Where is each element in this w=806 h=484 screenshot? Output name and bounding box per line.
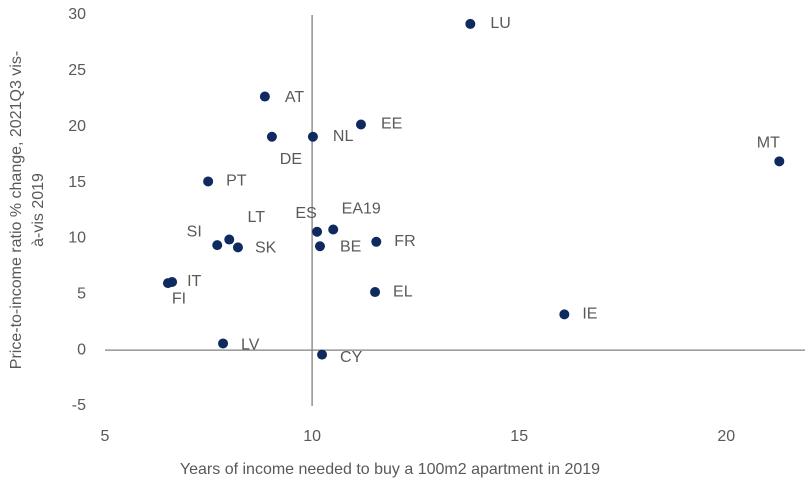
y-tick-label: 15 bbox=[68, 174, 86, 191]
point bbox=[203, 176, 214, 187]
point-label: CY bbox=[340, 349, 363, 366]
point-label: PT bbox=[226, 173, 247, 190]
point bbox=[218, 338, 229, 349]
point bbox=[370, 287, 381, 298]
point-label: LU bbox=[490, 15, 510, 32]
point-label: EE bbox=[381, 116, 402, 133]
point bbox=[774, 156, 785, 167]
y-tick-label: 0 bbox=[77, 341, 86, 358]
point bbox=[328, 224, 339, 235]
point-label: ES bbox=[295, 205, 316, 222]
point bbox=[314, 241, 325, 252]
point bbox=[355, 119, 366, 130]
y-tick-label: 25 bbox=[68, 62, 86, 79]
y-tick-label: -5 bbox=[72, 397, 86, 414]
point-label: DE bbox=[280, 151, 302, 168]
point bbox=[465, 18, 476, 29]
point-label: SK bbox=[255, 240, 277, 257]
point-label: IE bbox=[582, 306, 597, 323]
point bbox=[307, 131, 318, 142]
point-label: FI bbox=[172, 290, 186, 307]
point bbox=[232, 242, 243, 253]
point-label: LT bbox=[248, 209, 266, 226]
point bbox=[212, 240, 223, 251]
x-tick-label: 15 bbox=[510, 428, 528, 445]
point-label: FR bbox=[394, 233, 415, 250]
point bbox=[317, 349, 328, 360]
point bbox=[371, 236, 382, 247]
point-label: NL bbox=[333, 128, 354, 145]
point bbox=[259, 91, 270, 102]
y-tick-label: 10 bbox=[68, 230, 86, 247]
point-label: LV bbox=[241, 337, 260, 354]
x-tick-label: 5 bbox=[101, 428, 110, 445]
point bbox=[266, 131, 277, 142]
x-tick-label: 20 bbox=[717, 428, 735, 445]
point-label: MT bbox=[757, 135, 780, 152]
y-tick-label: 5 bbox=[77, 286, 86, 303]
point-label: EA19 bbox=[342, 201, 381, 218]
point-label: AT bbox=[285, 89, 304, 106]
y-axis-title: Price-to-income ratio % change, 2021Q3 v… bbox=[8, 51, 25, 369]
point-label: EL bbox=[393, 283, 413, 300]
point bbox=[559, 309, 570, 320]
y-tick-label: 20 bbox=[68, 118, 86, 135]
point-label: IT bbox=[187, 273, 201, 290]
point bbox=[162, 278, 173, 289]
point-label: SI bbox=[187, 223, 202, 240]
x-axis-title: Years of income needed to buy a 100m2 ap… bbox=[180, 461, 600, 478]
x-tick-label: 10 bbox=[303, 428, 321, 445]
point-label: BE bbox=[340, 238, 361, 255]
y-tick-label: 30 bbox=[68, 6, 86, 23]
point bbox=[312, 226, 323, 237]
y-axis-title: à-vis 2019 bbox=[30, 173, 47, 247]
point bbox=[224, 234, 235, 245]
